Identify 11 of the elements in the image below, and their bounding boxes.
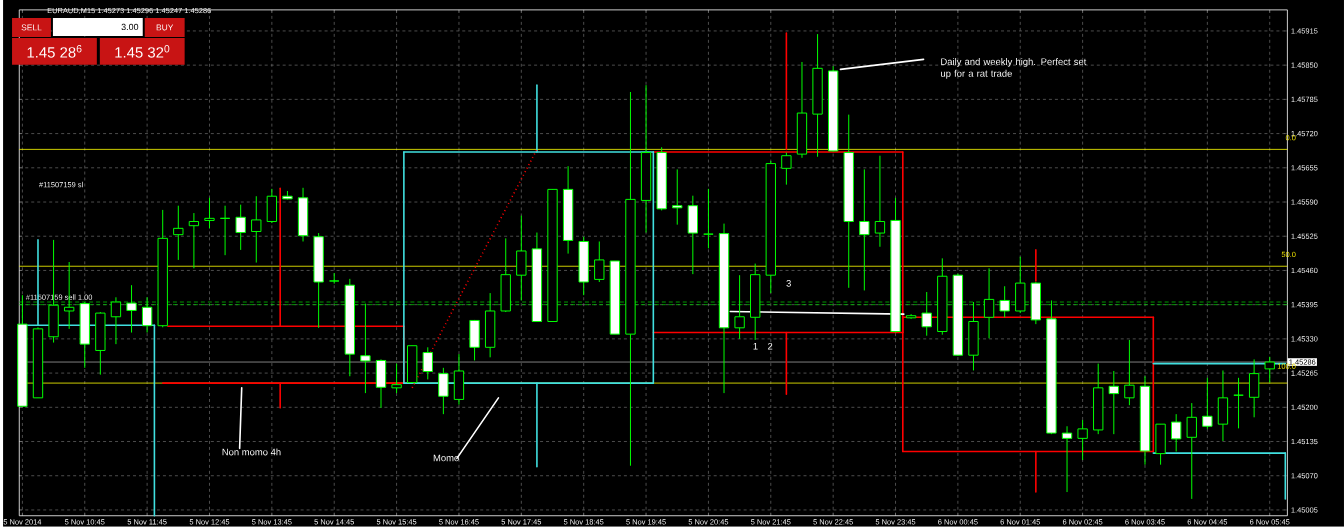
annotation: 1.45 28$^{6}$ [27,45,82,58]
annotation: 2 [767,342,773,350]
annotation: Non momo 4h [222,448,281,456]
annotation: 1.45 32$^{0}$ [115,45,170,58]
annotation: Daily and weekly high. Perfect set up for a rat trade [941,58,1087,79]
annotation: 3 [786,280,791,287]
annotation: 1 [753,343,758,350]
annotation: SELL [21,24,42,31]
annotation: 3.00 [121,23,139,31]
annotation: Momo [433,454,459,462]
annotation: BUY [156,24,174,31]
